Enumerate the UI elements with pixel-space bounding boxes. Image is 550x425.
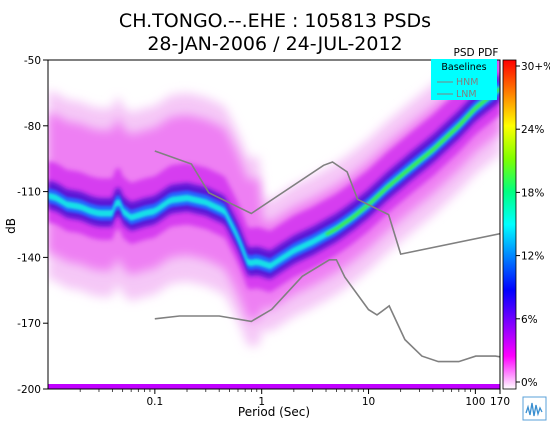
legend-entry-lnm: LNM	[456, 89, 477, 100]
y-tick-label: -80	[24, 121, 41, 133]
x-tick-label: 1	[258, 396, 265, 408]
x-axis-ticks: 0.1 1 10 100 170	[79, 389, 510, 408]
x-tick-label: 170	[490, 396, 510, 408]
pdf-density	[48, 60, 500, 347]
chart-subtitle: 28-JAN-2006 / 24-JUL-2012	[147, 33, 402, 55]
y-tick-label: -110	[17, 187, 41, 199]
legend-entry-hnm: HNM	[456, 77, 478, 88]
zero-floor-band	[48, 384, 500, 389]
x-axis-label: Period (Sec)	[238, 405, 310, 419]
y-axis-ticks: -50 -80 -110 -140 -170 -200	[17, 55, 48, 396]
pdf-ridge	[325, 87, 500, 236]
y-tick-label: -170	[17, 318, 41, 330]
y-tick-label: -200	[17, 384, 41, 396]
colorbar-tick-label: 6%	[521, 314, 538, 326]
x-tick-label: 0.1	[146, 396, 163, 408]
legend-box	[431, 59, 497, 100]
y-tick-label: -140	[17, 252, 41, 264]
baseline-hnm	[154, 150, 500, 256]
colorbar-ticks: 30+% 24% 18% 12% 6% 0%	[516, 61, 550, 389]
x-tick-label: 100	[465, 396, 485, 408]
colorbar-tick-label: 12%	[521, 251, 544, 263]
pdf-band-low	[48, 60, 500, 321]
y-tick-label: -50	[24, 55, 41, 67]
legend-title: Baselines	[441, 62, 486, 73]
colorbar-tick-label: 30+%	[521, 61, 550, 73]
pdf-band-high	[48, 73, 500, 280]
plot-frame	[47, 59, 501, 390]
colorbar-tick-label: 0%	[521, 377, 538, 389]
chart-title: CH.TONGO.--.EHE : 105813 PSDs	[119, 10, 431, 32]
logo-icon	[522, 396, 547, 421]
colorbar-title: PSD PDF	[454, 47, 499, 59]
colorbar	[502, 59, 517, 390]
baseline-lnm	[154, 258, 500, 363]
y-axis-label: dB	[4, 218, 18, 234]
colorbar-tick-label: 18%	[521, 187, 544, 199]
x-tick-label: 10	[362, 396, 375, 408]
colorbar-tick-label: 24%	[521, 124, 544, 136]
baseline-curves	[154, 150, 500, 363]
